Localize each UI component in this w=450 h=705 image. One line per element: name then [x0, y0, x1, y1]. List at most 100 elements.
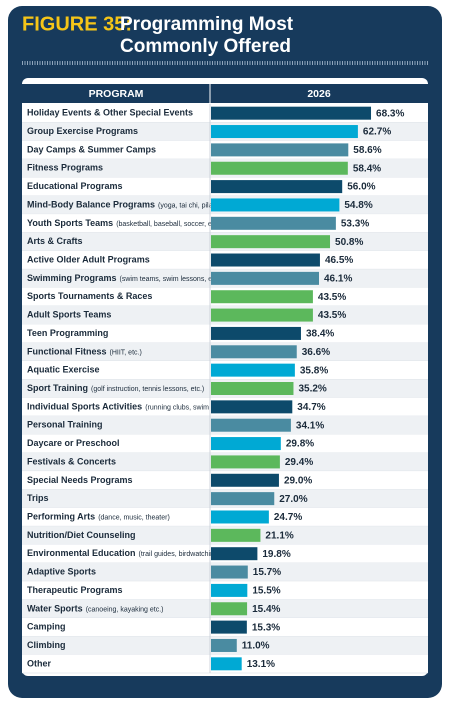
- value-label: 46.1%: [324, 274, 352, 285]
- category-label: Performing Arts (dance, music, theater): [27, 512, 170, 522]
- value-label: 15.4%: [252, 604, 280, 615]
- value-label: 58.4%: [353, 163, 381, 174]
- header-row: [22, 84, 428, 103]
- category-label: Active Older Adult Programs: [27, 255, 150, 265]
- bar: [211, 510, 269, 524]
- bar: [211, 602, 248, 616]
- category-label: Sport Training (golf instruction, tennis …: [27, 383, 204, 393]
- value-label: 34.7%: [297, 402, 325, 413]
- value-label: 15.5%: [252, 586, 280, 597]
- category-label: Environmental Education (trail guides, bi…: [27, 549, 235, 559]
- value-label: 19.8%: [262, 549, 290, 560]
- value-label: 43.5%: [318, 292, 346, 303]
- bar: [211, 657, 242, 671]
- value-label: 13.1%: [247, 659, 275, 670]
- bar: [211, 271, 320, 285]
- category-label: Teen Programming: [27, 328, 108, 338]
- category-label: Fitness Programs: [27, 163, 103, 173]
- rows: Holiday Events & Other Special Events 68.…: [22, 104, 428, 674]
- bar: [211, 326, 301, 340]
- category-name: Functional Fitness: [27, 347, 107, 357]
- category-label: Water Sports (canoeing, kayaking etc.): [27, 604, 164, 614]
- category-name: Performing Arts: [27, 512, 95, 522]
- category-label: Adaptive Sports: [27, 567, 96, 577]
- category-name: Arts & Crafts: [27, 237, 83, 247]
- value-label: 53.3%: [341, 218, 369, 229]
- value-label: 11.0%: [242, 641, 270, 652]
- category-label: Day Camps & Summer Camps: [27, 145, 156, 155]
- category-name: Swimming Programs: [27, 273, 117, 283]
- value-label: 15.7%: [253, 567, 281, 578]
- bar: [211, 418, 291, 432]
- bar: [211, 161, 348, 175]
- category-label: Aquatic Exercise: [27, 365, 100, 375]
- category-name: Aquatic Exercise: [27, 365, 100, 375]
- category-name: Personal Training: [27, 420, 103, 430]
- bar: [211, 437, 281, 451]
- bar: [211, 382, 294, 395]
- category-name: Day Camps & Summer Camps: [27, 145, 156, 155]
- category-label: Arts & Crafts: [27, 237, 83, 247]
- category-note: (basketball, baseball, soccer, etc.): [116, 221, 221, 228]
- column-header: PROGRAM: [89, 88, 144, 100]
- bar: [211, 400, 293, 414]
- value-label: 54.8%: [344, 200, 372, 211]
- category-name: Teen Programming: [27, 328, 108, 338]
- category-label: Functional Fitness (HIIT, etc.): [27, 347, 142, 357]
- category-name: Nutrition/Diet Counseling: [27, 530, 136, 540]
- category-name: Trips: [27, 494, 49, 504]
- category-label: Nutrition/Diet Counseling: [27, 530, 136, 540]
- bar: [211, 638, 237, 652]
- category-label: Holiday Events & Other Special Events: [27, 108, 193, 118]
- category-name: Sport Training: [27, 383, 88, 393]
- bar: [211, 363, 295, 377]
- bar: [211, 455, 280, 469]
- category-label: Trips: [27, 494, 49, 504]
- bar: [211, 547, 258, 561]
- column-header: 2026: [307, 88, 331, 100]
- bar: [211, 106, 372, 120]
- category-name: Group Exercise Programs: [27, 126, 138, 136]
- category-label: Mind-Body Balance Programs (yoga, tai chi…: [27, 200, 239, 210]
- bar: [211, 180, 343, 194]
- bar: [211, 290, 313, 304]
- value-label: 29.4%: [285, 457, 313, 468]
- value-label: 58.6%: [353, 145, 381, 156]
- category-name: Daycare or Preschool: [27, 438, 120, 448]
- bar: [211, 143, 349, 157]
- category-label: Adult Sports Teams: [27, 310, 111, 320]
- value-label: 29.8%: [286, 439, 314, 450]
- bar: [211, 253, 320, 267]
- category-name: Environmental Education: [27, 549, 136, 559]
- value-label: 34.1%: [296, 420, 324, 431]
- bar: [211, 235, 331, 249]
- category-note: (golf instruction, tennis lessons, etc.): [91, 386, 204, 393]
- bar: [211, 620, 247, 634]
- category-label: Other: [27, 659, 52, 669]
- bar: [211, 198, 340, 212]
- value-label: 35.2%: [298, 384, 326, 395]
- value-label: 43.5%: [318, 310, 346, 321]
- value-label: 46.5%: [325, 255, 353, 266]
- category-name: Mind-Body Balance Programs: [27, 200, 155, 210]
- category-name: Adult Sports Teams: [27, 310, 111, 320]
- value-label: 15.3%: [252, 622, 280, 633]
- category-label: Therapeutic Programs: [27, 585, 123, 595]
- category-label: Swimming Programs (swim teams, swim lesso…: [27, 273, 222, 283]
- category-name: Individual Sports Activities: [27, 402, 142, 412]
- value-label: 68.3%: [376, 108, 404, 119]
- category-label: Climbing: [27, 640, 66, 650]
- bar: [211, 473, 279, 487]
- category-name: Water Sports: [27, 604, 83, 614]
- category-label: Special Needs Programs: [27, 475, 133, 485]
- category-note: (swim teams, swim lessons, etc.): [120, 276, 222, 283]
- value-label: 24.7%: [274, 512, 302, 523]
- category-name: Therapeutic Programs: [27, 585, 123, 595]
- category-label: Educational Programs: [27, 181, 123, 191]
- bar: [211, 345, 297, 359]
- category-note: (HIIT, etc.): [110, 349, 142, 356]
- category-name: Active Older Adult Programs: [27, 255, 150, 265]
- category-label: Youth Sports Teams (basketball, baseball,…: [27, 218, 222, 228]
- value-label: 56.0%: [347, 182, 375, 193]
- category-name: Educational Programs: [27, 181, 123, 191]
